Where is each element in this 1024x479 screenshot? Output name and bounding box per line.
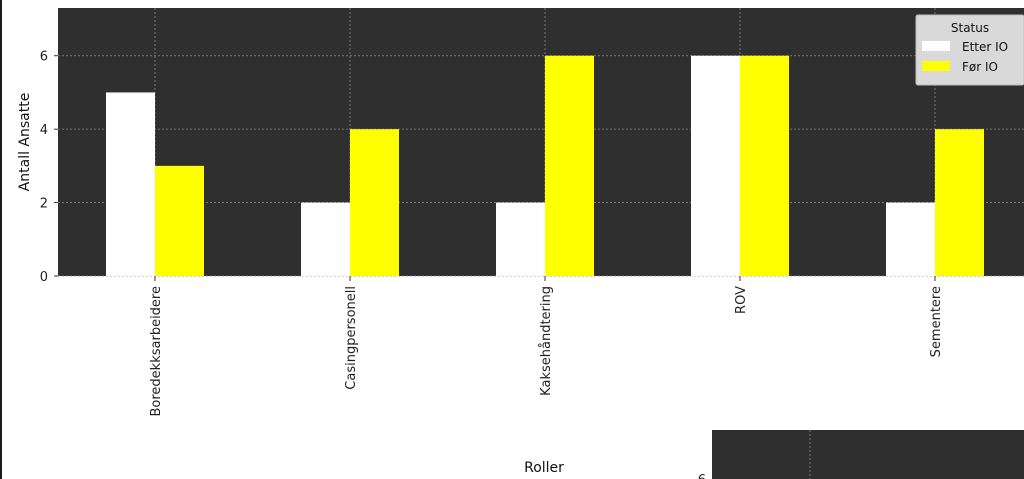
legend-swatch-etter-io xyxy=(922,41,950,51)
x-tick-label: ROV xyxy=(734,286,749,314)
x-tick-label: Casingpersonell xyxy=(344,286,359,390)
legend-swatch-for-io xyxy=(922,61,950,71)
bar-for-io-3 xyxy=(740,55,789,276)
legend-title: Status xyxy=(951,21,989,35)
bar-etter-io-4 xyxy=(886,202,935,276)
y-axis-label: Antall Ansatte xyxy=(17,93,33,192)
bar-for-io-2 xyxy=(545,55,594,276)
x-tick-label: Boredekksarbeidere xyxy=(149,286,164,417)
second-plot-area xyxy=(712,430,1024,479)
legend-label-for-io: Før IO xyxy=(962,60,998,74)
bar-for-io-0 xyxy=(155,165,204,276)
legend-label-etter-io: Etter IO xyxy=(962,40,1008,54)
second-chart-partial: 6 xyxy=(698,430,1024,479)
second-y-tick: 6 xyxy=(698,473,706,479)
bar-etter-io-0 xyxy=(106,92,155,276)
bar-etter-io-1 xyxy=(301,202,350,276)
x-tick-label: Kaksehåndtering xyxy=(539,286,554,396)
y-tick-label: 6 xyxy=(40,50,48,65)
x-axis-label: Roller xyxy=(524,460,564,476)
bar-etter-io-2 xyxy=(496,202,545,276)
y-axis-ticks: 0 2 4 6 xyxy=(40,50,58,285)
window-left-edge xyxy=(0,0,2,479)
y-tick-label: 0 xyxy=(40,270,48,285)
bar-for-io-4 xyxy=(935,129,984,276)
legend: Status Etter IO Før IO xyxy=(915,14,1024,86)
x-axis-ticks: Boredekksarbeidere Casingpersonell Kaksehå… xyxy=(149,276,944,417)
bar-for-io-1 xyxy=(350,129,399,276)
bar-etter-io-3 xyxy=(691,55,740,276)
bars-group xyxy=(106,55,984,276)
y-tick-label: 4 xyxy=(40,123,48,138)
y-tick-label: 2 xyxy=(40,197,48,212)
x-tick-label: Sementere xyxy=(929,286,944,357)
